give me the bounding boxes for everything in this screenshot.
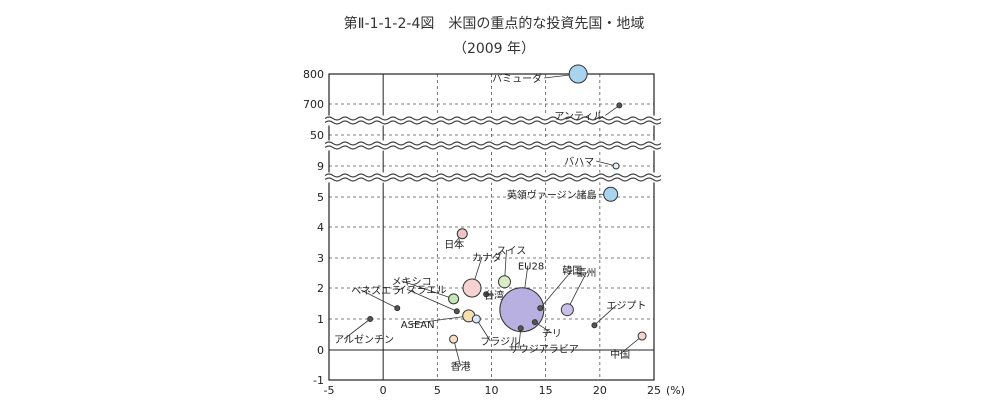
bubble-point: [499, 287, 545, 333]
leader-line: [361, 289, 398, 309]
y-tick-label: 0: [317, 344, 324, 357]
leader-line: [539, 269, 573, 309]
bubble-point: [453, 308, 460, 315]
bubble-point: [603, 186, 619, 202]
y-tick-label: 5: [317, 191, 324, 204]
bubble-point: [591, 322, 598, 329]
axis-break-wave: [324, 116, 662, 121]
x-tick-label: 10: [485, 384, 499, 397]
y-tick-label: 700: [303, 98, 324, 111]
point-label: 英領ヴァージン諸島: [507, 188, 597, 201]
plot-frame: [328, 73, 655, 381]
bubble-point: [448, 293, 460, 305]
point-label: アンティル: [554, 111, 603, 122]
y-tick-label: 3: [317, 252, 324, 265]
point-label: 日本: [444, 238, 464, 251]
axis-break-wave: [324, 145, 662, 150]
bubble-point: [483, 291, 490, 298]
axis-break-wave: [324, 173, 662, 178]
bubble-point: [394, 305, 401, 312]
leader-line: [619, 335, 643, 355]
x-tick-label: 5: [434, 384, 441, 397]
leader-line: [406, 288, 457, 312]
x-tick-label: 15: [539, 384, 553, 397]
leader-line: [343, 318, 371, 340]
point-label: バミューダ: [492, 72, 542, 85]
axis-break-wave: [324, 120, 662, 125]
axis-break-mask: [325, 172, 658, 183]
axis-break-mask: [325, 115, 658, 126]
bubble-point: [367, 316, 374, 322]
y-tick-label: 800: [303, 68, 324, 81]
leader-line: [453, 339, 461, 367]
bubble-point: [531, 319, 538, 326]
leader-line: [534, 321, 553, 334]
leader-line: [401, 280, 454, 300]
bubble-point: [456, 228, 468, 240]
point-label: EU28: [518, 262, 544, 273]
axis-break-wave: [324, 141, 662, 146]
bubble-point: [471, 314, 481, 324]
leader-line: [594, 304, 617, 326]
bubble-point: [568, 64, 588, 84]
y-tick-label: -1: [313, 374, 324, 387]
bubble-point: [560, 303, 574, 317]
bubble-point: [498, 275, 511, 289]
x-tick-label: 25: [647, 384, 661, 397]
x-tick-label: 0: [380, 384, 387, 397]
point-label: 台湾: [484, 289, 504, 302]
point-label: バハマ: [564, 156, 594, 168]
point-label: ブラジル: [480, 335, 520, 348]
point-label: ベネズエラ: [351, 284, 401, 297]
point-label: ASEAN: [401, 320, 435, 331]
y-tick-label: 9: [317, 160, 324, 173]
leader-line: [566, 272, 587, 310]
point-label: 中国: [610, 348, 630, 361]
y-tick-label: 4: [317, 221, 324, 234]
point-label: 韓国: [562, 265, 582, 277]
leader-line: [518, 328, 522, 349]
y-tick-label: 1: [317, 313, 324, 326]
point-label: スイス: [497, 246, 527, 257]
y-tick-label: 2: [317, 282, 324, 295]
bubble-point: [612, 162, 620, 170]
x-tick-label: 20: [593, 384, 607, 397]
bubble-point: [449, 334, 459, 344]
x-unit-label: (%): [666, 384, 685, 397]
leader-line: [410, 315, 469, 325]
point-label: エジプト: [606, 300, 646, 312]
point-label: イスラエル: [397, 284, 447, 296]
point-label: メキシコ: [392, 277, 432, 288]
chart-title: 第Ⅱ-1-1-2-4図 米国の重点的な投資先国・地域: [344, 15, 645, 32]
point-label: チリ: [542, 328, 562, 340]
x-tick-label: -5: [324, 384, 335, 397]
bubble-point: [616, 102, 623, 109]
y-tick-label: 50: [310, 129, 324, 142]
point-label: アルゼンチン: [334, 334, 394, 346]
axis-break-wave: [324, 177, 662, 182]
point-label: カナダ: [472, 251, 502, 264]
point-label: 豪州: [576, 267, 596, 280]
point-label: 香港: [451, 361, 471, 373]
bubble-point: [537, 305, 544, 312]
bubble-point: [517, 325, 524, 332]
chart-subtitle: （2009 年）: [453, 41, 535, 57]
bubble-point: [462, 278, 482, 298]
bubble-point: [637, 331, 647, 341]
axis-break-mask: [325, 140, 658, 151]
point-label: サウジアラビア: [509, 343, 579, 355]
